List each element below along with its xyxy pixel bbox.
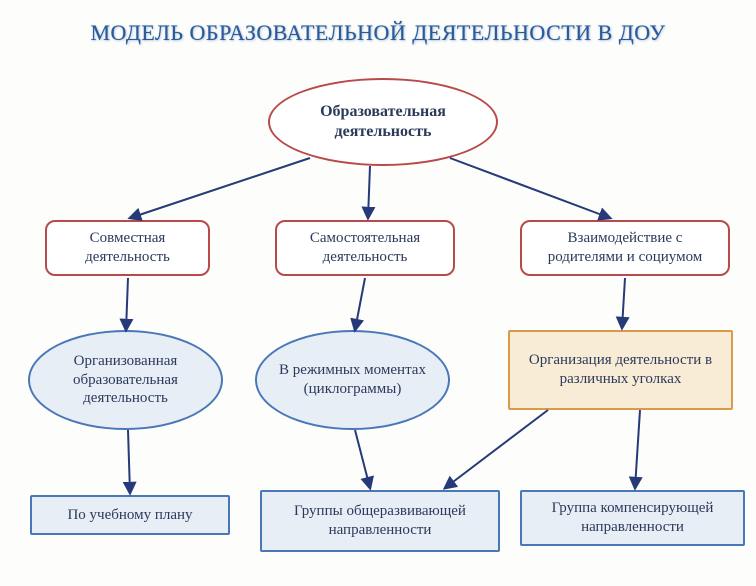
edge-org_edu-plan bbox=[128, 430, 130, 493]
node-regime: В режимных моментах (циклограммы) bbox=[255, 330, 450, 430]
node-corners: Организация деятельности в различных уго… bbox=[508, 330, 733, 410]
edge-parent-corners bbox=[622, 278, 625, 328]
edge-corners-gen_grp bbox=[445, 410, 548, 488]
node-label: Самостоятельная деятельность bbox=[287, 229, 443, 267]
edge-regime-gen_grp bbox=[355, 430, 370, 488]
edge-corners-comp_grp bbox=[635, 410, 640, 488]
node-label: Взаимодействие с родителями и социумом bbox=[532, 229, 718, 267]
node-label: По учебному плану bbox=[67, 506, 192, 525]
node-self: Самостоятельная деятельность bbox=[275, 220, 455, 276]
node-label: В режимных моментах (циклограммы) bbox=[267, 361, 438, 399]
edge-joint-org_edu bbox=[126, 278, 128, 330]
node-label: Совместная деятельность bbox=[57, 229, 198, 267]
node-org-edu: Организованная образовательная деятельно… bbox=[28, 330, 223, 430]
edge-root-parent bbox=[450, 158, 610, 218]
node-label: Образовательная деятельность bbox=[280, 102, 486, 142]
node-label: Группы общеразвивающей направленности bbox=[272, 502, 488, 540]
edge-root-self bbox=[368, 166, 370, 218]
node-joint: Совместная деятельность bbox=[45, 220, 210, 276]
node-comp-group: Группа компенсирующей направленности bbox=[520, 490, 745, 546]
node-plan: По учебному плану bbox=[30, 495, 230, 535]
node-label: Организация деятельности в различных уго… bbox=[520, 351, 721, 389]
node-label: Организованная образовательная деятельно… bbox=[40, 352, 211, 408]
edge-root-joint bbox=[130, 158, 310, 218]
node-parent: Взаимодействие с родителями и социумом bbox=[520, 220, 730, 276]
edge-self-regime bbox=[355, 278, 365, 330]
node-root: Образовательная деятельность bbox=[268, 78, 498, 166]
node-gen-group: Группы общеразвивающей направленности bbox=[260, 490, 500, 552]
page-title: МОДЕЛЬ ОБРАЗОВАТЕЛЬНОЙ ДЕЯТЕЛЬНОСТИ В ДО… bbox=[0, 20, 756, 46]
node-label: Группа компенсирующей направленности bbox=[532, 499, 733, 537]
